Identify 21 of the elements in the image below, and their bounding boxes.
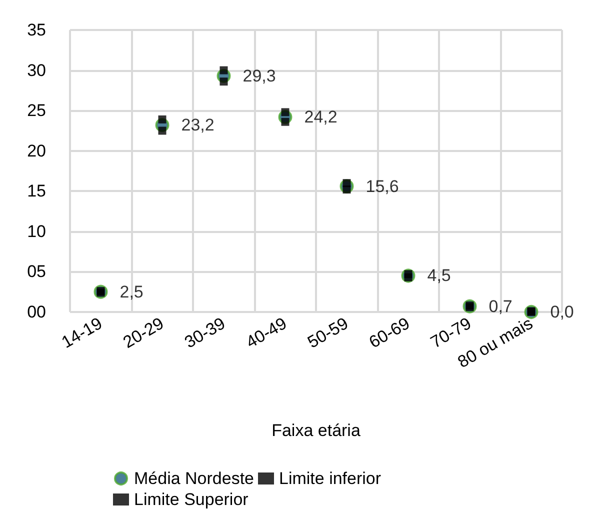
- y-tick-label: 30: [27, 60, 46, 80]
- y-tick-label: 20: [27, 141, 46, 160]
- data-label: 15,6: [366, 176, 399, 196]
- legend-label: Limite inferior: [279, 469, 382, 488]
- data-label: 2,5: [120, 282, 144, 302]
- legend-label: Média Nordeste: [134, 469, 254, 488]
- data-label: 0,0: [550, 302, 574, 322]
- data-label: 23,2: [181, 116, 214, 135]
- y-tick-label: 10: [27, 222, 46, 241]
- y-tick-label: 25: [27, 101, 46, 120]
- y-tick-label: 35: [27, 20, 46, 40]
- y-tick-label: 05: [27, 262, 46, 282]
- data-label: 4,5: [427, 266, 451, 286]
- x-axis-title: Faixa etária: [272, 421, 361, 440]
- x-tick-label: 40-49: [242, 314, 290, 352]
- y-tick-label: 00: [27, 302, 46, 322]
- data-label: 24,2: [304, 108, 338, 127]
- legend-label: Limite Superior: [134, 490, 249, 509]
- data-label: 29,3: [242, 66, 276, 86]
- y-tick-label: 15: [27, 182, 46, 201]
- data-label: 0,7: [488, 296, 512, 316]
